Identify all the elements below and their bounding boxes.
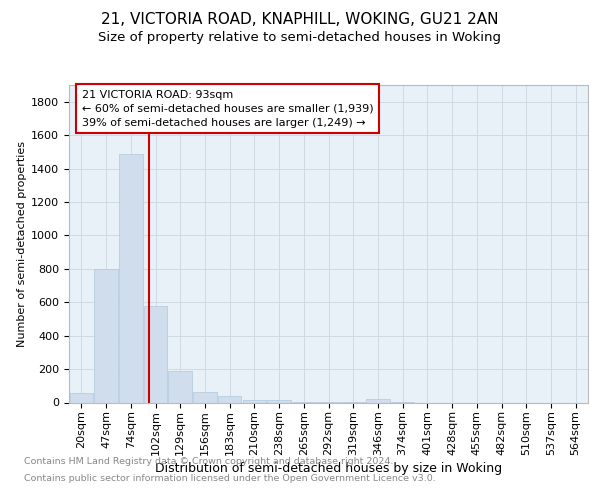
Text: 21, VICTORIA ROAD, KNAPHILL, WOKING, GU21 2AN: 21, VICTORIA ROAD, KNAPHILL, WOKING, GU2… — [101, 12, 499, 28]
Bar — [218, 396, 241, 402]
Bar — [268, 400, 291, 402]
Bar — [94, 269, 118, 402]
Text: Size of property relative to semi-detached houses in Woking: Size of property relative to semi-detach… — [98, 31, 502, 44]
Y-axis label: Number of semi-detached properties: Number of semi-detached properties — [17, 141, 27, 347]
Bar — [144, 306, 167, 402]
Bar — [242, 400, 266, 402]
Bar — [119, 154, 143, 402]
Text: 21 VICTORIA ROAD: 93sqm
← 60% of semi-detached houses are smaller (1,939)
39% of: 21 VICTORIA ROAD: 93sqm ← 60% of semi-de… — [82, 90, 374, 128]
Text: Contains public sector information licensed under the Open Government Licence v3: Contains public sector information licen… — [24, 474, 436, 483]
Bar — [366, 399, 389, 402]
Bar — [70, 393, 93, 402]
Bar — [193, 392, 217, 402]
X-axis label: Distribution of semi-detached houses by size in Woking: Distribution of semi-detached houses by … — [155, 462, 502, 475]
Text: Contains HM Land Registry data © Crown copyright and database right 2024.: Contains HM Land Registry data © Crown c… — [24, 458, 394, 466]
Bar — [169, 371, 192, 402]
